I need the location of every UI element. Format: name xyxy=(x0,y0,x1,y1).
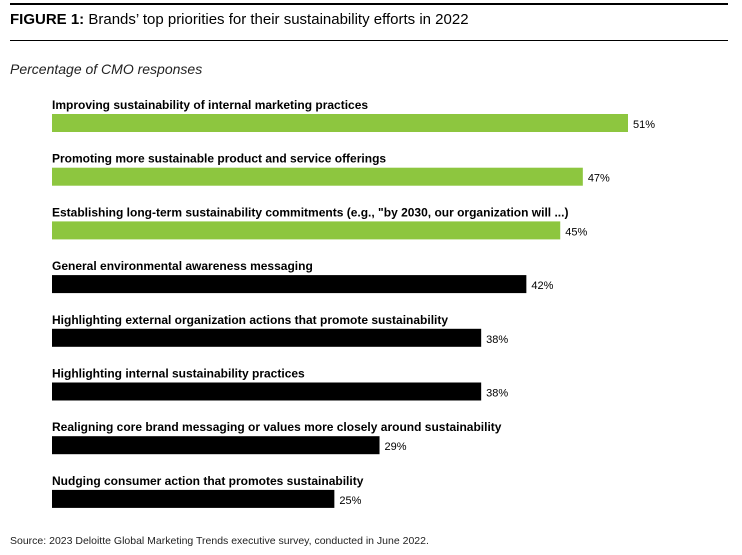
bar xyxy=(52,221,561,240)
category-label: Establishing long-term sustainability co… xyxy=(52,205,568,219)
bar xyxy=(52,382,482,401)
top-rule xyxy=(10,3,728,5)
category-label: Promoting more sustainable product and s… xyxy=(52,152,386,166)
value-label: 38% xyxy=(486,388,508,400)
category-label: Nudging consumer action that promotes su… xyxy=(52,474,364,488)
category-label: General environmental awareness messagin… xyxy=(52,259,313,273)
chart-subtitle: Percentage of CMO responses xyxy=(10,61,203,77)
bar xyxy=(52,328,482,347)
figure-title-text: Brands’ top priorities for their sustain… xyxy=(88,11,469,28)
bar xyxy=(52,489,335,508)
category-label: Improving sustainability of internal mar… xyxy=(52,98,368,112)
value-label: 45% xyxy=(565,226,587,238)
bar xyxy=(52,114,628,132)
figure-title: FIGURE 1: Brands’ top priorities for the… xyxy=(10,10,469,30)
source-note: Source: 2023 Deloitte Global Marketing T… xyxy=(10,535,429,547)
category-label: Highlighting internal sustainability pra… xyxy=(52,367,305,381)
figure-label: FIGURE 1: xyxy=(10,11,85,28)
title-rule xyxy=(10,40,728,41)
value-label: 29% xyxy=(385,441,407,453)
category-label: Highlighting external organization actio… xyxy=(52,313,448,327)
value-label: 38% xyxy=(486,334,508,346)
value-label: 25% xyxy=(339,495,361,507)
bar xyxy=(52,436,380,455)
value-label: 51% xyxy=(633,119,655,131)
value-label: 42% xyxy=(531,280,553,292)
bar xyxy=(52,275,527,294)
value-label: 47% xyxy=(588,173,610,185)
category-label: Realigning core brand messaging or value… xyxy=(52,420,502,434)
bar xyxy=(52,167,583,186)
